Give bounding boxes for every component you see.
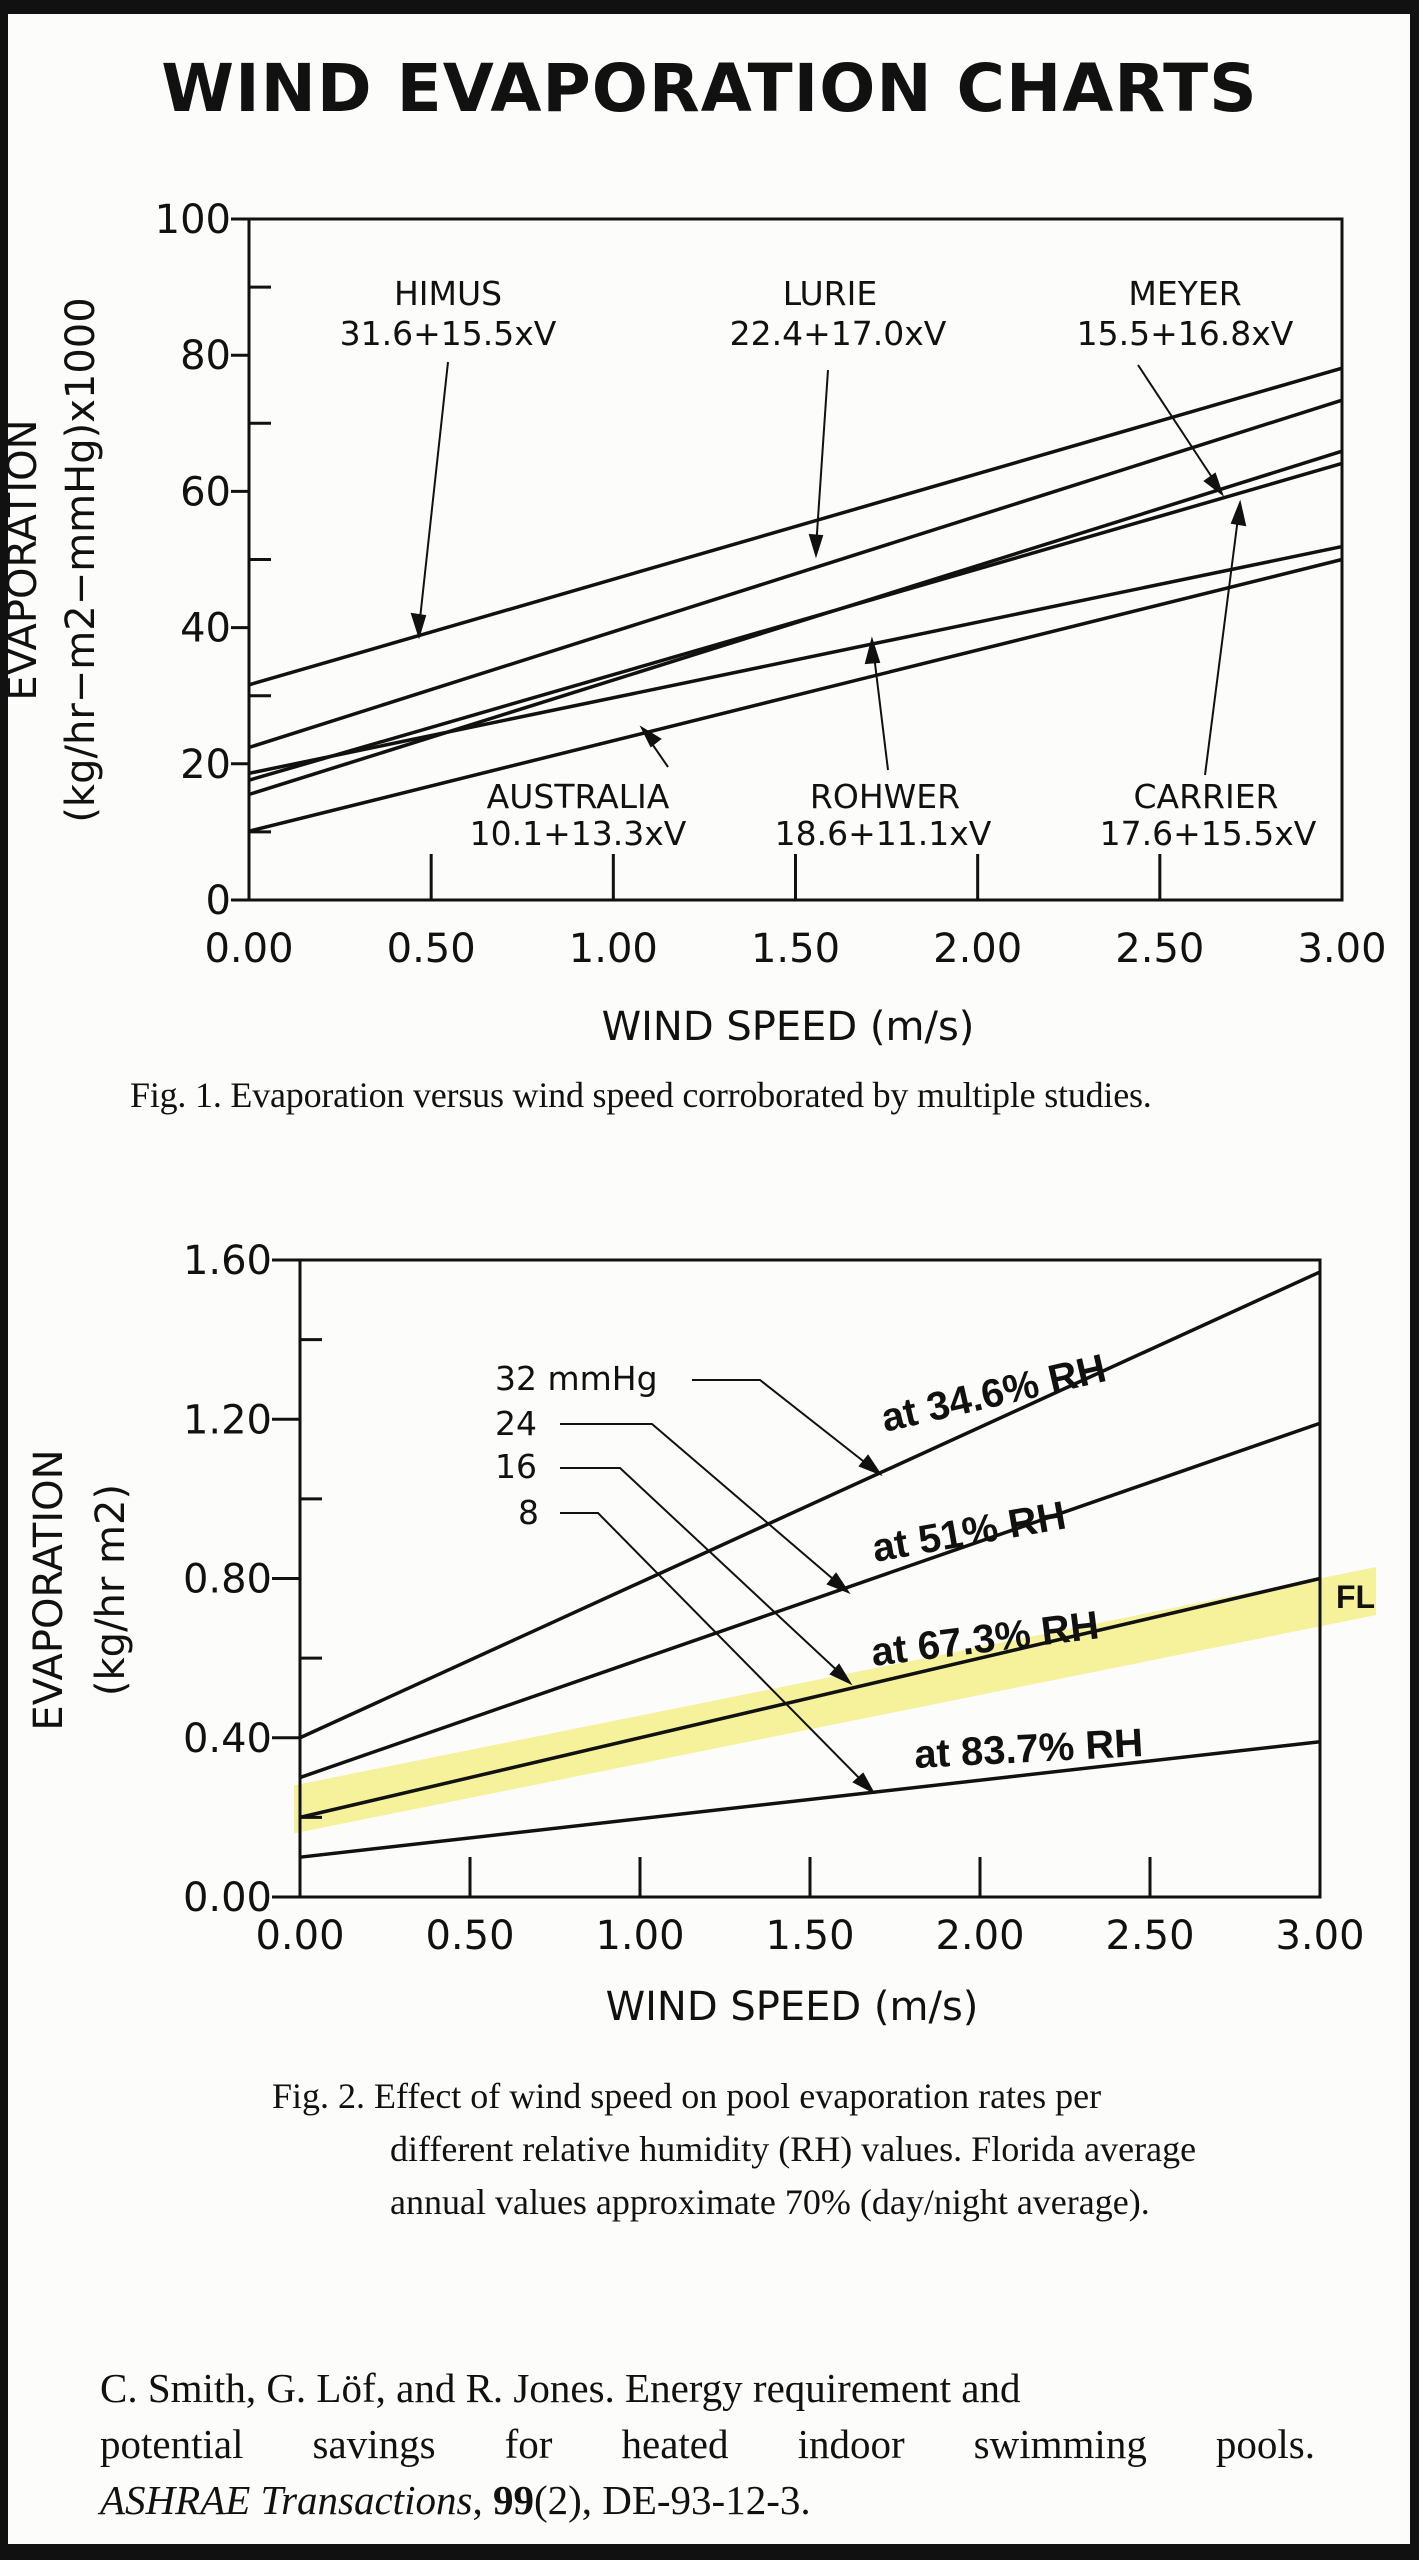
x-tick-label: 0.00 <box>204 926 293 972</box>
y-axis-title-line1: EVAPORATION <box>26 1449 72 1730</box>
arrow-meyer <box>1137 364 1220 489</box>
series-line-carrier <box>248 461 1343 782</box>
x-tick-label: 2.00 <box>935 1913 1024 1959</box>
x-tick-label: 2.00 <box>933 926 1022 972</box>
y-tick-label: 60 <box>180 469 231 515</box>
series-line-at-34-6-rh <box>299 1270 1321 1740</box>
pressure-label-32: 32 mmHg <box>495 1359 658 1398</box>
reference-volume: 99 <box>492 2477 534 2523</box>
y-tick-label: 40 <box>180 606 231 652</box>
reference-journal: ASHRAE Transactions <box>100 2477 473 2523</box>
label-himus-eq: 31.6+15.5xV <box>340 314 557 353</box>
figure-2-caption: Fig. 2. Effect of wind speed on pool eva… <box>272 2070 1196 2229</box>
reference-line3: ASHRAE Transactions, 99(2), DE-93-12-3. <box>100 2477 811 2523</box>
series-line-at-51-rh <box>299 1421 1321 1780</box>
figure-1-caption: Fig. 1. Evaporation versus wind speed co… <box>130 1075 1152 1115</box>
y-tick-label: 1.20 <box>183 1397 272 1443</box>
series-line-himus <box>248 366 1343 687</box>
label-carrier-eq: 17.6+15.5xV <box>1100 814 1317 853</box>
chart-1: 0.00 0.50 1.00 1.50 2.00 2.50 3.00 0 20 40 60 80 100… <box>0 197 1387 1050</box>
pressure-label-16: 16 <box>495 1447 537 1486</box>
leader-32-head <box>858 1454 883 1477</box>
label-carrier-name: CARRIER <box>1134 777 1279 816</box>
y-tick-label: 1.60 <box>183 1238 272 1284</box>
y-tick-label: 80 <box>180 333 231 379</box>
arrow-lurie <box>815 369 829 549</box>
reference-line2: potential savings for heated indoor swim… <box>100 2421 1315 2467</box>
leader-8-head <box>852 1772 876 1795</box>
y-tick-label: 0.80 <box>183 1557 272 1603</box>
rh-label-83-7: at 83.7% RH <box>913 1721 1144 1777</box>
arrowhead-carrier <box>1230 499 1247 527</box>
x-tick-label: 2.50 <box>1115 926 1204 972</box>
arrowhead-australia <box>639 725 662 748</box>
y-axis-title: EVAPORATION (kg/hr m2) <box>26 1449 134 1730</box>
y-axis-title-line2: (kg/hr−m2−mmHg)x1000 <box>58 297 104 822</box>
series-line-at-83-7-rh <box>299 1739 1321 1859</box>
y-axis-title-line2: (kg/hr m2) <box>88 1484 134 1696</box>
figure-2-caption-line2: different relative humidity (RH) values.… <box>390 2129 1197 2169</box>
x-tick-label: 1.50 <box>751 926 840 972</box>
leader-8 <box>560 1512 867 1786</box>
leader-16 <box>560 1467 844 1677</box>
arrowhead-rohwer <box>864 636 881 665</box>
fl-band-label: FL <box>1336 1579 1375 1615</box>
x-tick-label: 1.00 <box>569 926 658 972</box>
label-rohwer-eq: 18.6+11.1xV <box>775 814 992 853</box>
leader-24 <box>560 1423 841 1586</box>
x-tick-label: 1.00 <box>595 1913 684 1959</box>
y-tick-label: 0 <box>206 878 231 924</box>
plot-frame <box>298 1258 1322 1899</box>
rh-label-34-6: at 34.6% RH <box>877 1346 1110 1440</box>
label-lurie-name: LURIE <box>783 274 877 313</box>
x-tick-label: 0.50 <box>425 1913 514 1959</box>
series-line-at-67-3-rh <box>299 1576 1321 1820</box>
leader-32 <box>692 1379 873 1469</box>
x-tick-label: 3.00 <box>1275 1913 1364 1959</box>
x-tick-label: 2.50 <box>1105 1913 1194 1959</box>
x-tick-label: 0.00 <box>255 1913 344 1959</box>
arrowhead-meyer <box>1203 472 1225 497</box>
y-tick-label: 20 <box>180 742 231 788</box>
arrowhead-lurie <box>808 533 824 559</box>
x-axis-title: WIND SPEED (m/s) <box>602 1004 975 1050</box>
arrow-himus <box>418 361 449 629</box>
page-background <box>8 14 1410 2544</box>
label-australia-name: AUSTRALIA <box>487 777 670 816</box>
label-rohwer-name: ROHWER <box>810 777 960 816</box>
arrowhead-himus <box>410 612 427 640</box>
page-title: WIND EVAPORATION CHARTS <box>161 50 1258 127</box>
y-axis-title-line1: EVAPORATION <box>0 419 46 700</box>
x-tick-label: 3.00 <box>1297 926 1386 972</box>
series-line-rohwer <box>248 544 1343 776</box>
y-axis-title: EVAPORATION (kg/hr−m2−mmHg)x1000 <box>0 297 104 822</box>
y-tick-label: 0.00 <box>183 1875 272 1921</box>
label-meyer-name: MEYER <box>1128 274 1241 313</box>
reference-issue: (2), DE-93-12-3. <box>533 2477 811 2523</box>
fl-highlight-band <box>294 1567 1376 1834</box>
label-australia-eq: 10.1+13.3xV <box>470 814 687 853</box>
leader-24-head <box>826 1572 851 1595</box>
x-tick-label: 1.50 <box>765 1913 854 1959</box>
leader-16-head <box>829 1663 853 1686</box>
x-axis-title: WIND SPEED (m/s) <box>606 1984 979 2030</box>
arrow-carrier <box>1204 509 1240 776</box>
arrow-rohwer <box>872 646 889 771</box>
series-line-lurie <box>248 398 1343 750</box>
pressure-label-8: 8 <box>518 1493 539 1532</box>
rh-label-51: at 51% RH <box>869 1494 1069 1571</box>
chart-2: 0.00 0.50 1.00 1.50 2.00 2.50 3.00 0.00 0.40 0.80… <box>26 1238 1376 2030</box>
label-himus-name: HIMUS <box>394 274 502 313</box>
y-tick-label: 100 <box>155 197 231 243</box>
label-meyer-eq: 15.5+16.8xV <box>1077 314 1294 353</box>
x-tick-label: 0.50 <box>387 926 476 972</box>
series-line-australia <box>248 557 1343 833</box>
reference-citation: C. Smith, G. Löf, and R. Jones. Energy r… <box>100 2360 1315 2528</box>
label-lurie-eq: 22.4+17.0xV <box>730 314 947 353</box>
y-tick-label: 0.40 <box>183 1716 272 1762</box>
pressure-label-24: 24 <box>495 1404 537 1443</box>
reference-line1: C. Smith, G. Löf, and R. Jones. Energy r… <box>100 2365 1021 2411</box>
figure-2-caption-line1: Fig. 2. Effect of wind speed on pool eva… <box>272 2076 1102 2116</box>
figure-2-caption-line3: annual values approximate 70% (day/night… <box>390 2182 1150 2222</box>
